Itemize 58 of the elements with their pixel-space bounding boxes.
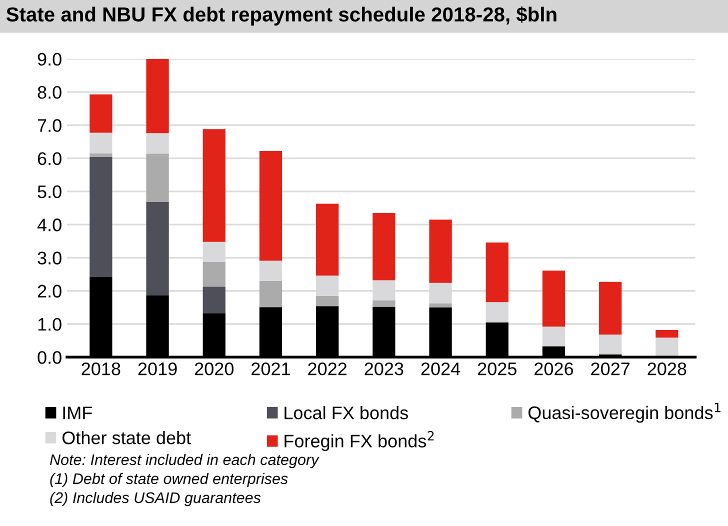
bar [146, 58, 169, 134]
bar [90, 153, 112, 157]
bar [429, 303, 452, 308]
bar [90, 132, 112, 154]
y-tick-label: 9.0 [38, 52, 62, 66]
bar [259, 280, 282, 308]
bar [202, 262, 226, 287]
y-tick-label: 2.0 [38, 284, 62, 298]
x-tick-label: 2024 [421, 362, 460, 376]
legend-label: IMF [63, 406, 92, 420]
bar [599, 334, 622, 355]
x-tick-label: 2022 [308, 362, 347, 376]
chart-title: State and NBU FX debt repayment schedule 2018-28, $bln [6, 6, 556, 26]
bar [90, 94, 112, 133]
bar [486, 242, 508, 302]
bar [146, 154, 169, 202]
x-tick-label: 2028 [648, 362, 686, 376]
text: (2) Includes USAID guarantees [50, 492, 261, 506]
bar [372, 213, 396, 280]
x-tick-label: 2027 [591, 362, 630, 376]
y-tick-label: 4.0 [37, 218, 62, 232]
x-tick-label: 2020 [194, 362, 234, 376]
y-tick-label: 8.0 [38, 86, 62, 99]
x-tick-label: 2021 [252, 362, 290, 376]
bar [656, 330, 678, 338]
y-tick-label: 6.0 [38, 152, 62, 166]
legend-label: Other state debt [62, 430, 191, 444]
bar [656, 338, 678, 358]
y-tick-label: 3.0 [38, 252, 62, 264]
bar [202, 286, 226, 314]
x-tick-label: 2025 [478, 362, 516, 376]
bar [259, 260, 282, 281]
text: Note: Interest included in each category [50, 454, 320, 468]
bar [542, 326, 566, 346]
legend-label: Quasi-soveregin bonds$^{1}$ [528, 402, 720, 423]
x-tick-label: 2023 [364, 362, 404, 376]
bar [599, 282, 622, 335]
legend-label: Foregin FX bonds$^{2}$ [284, 430, 434, 452]
bar [542, 270, 566, 327]
bar [202, 129, 226, 242]
x-tick-label: 2019 [138, 362, 177, 376]
bar [316, 296, 339, 306]
bar [429, 220, 452, 283]
bar [146, 133, 169, 154]
x-tick-label: 2018 [82, 362, 120, 376]
bar [90, 157, 112, 277]
y-tick-label: 7.0 [38, 119, 62, 132]
text: (1) Debt of state owned enterprises [50, 472, 288, 488]
bar [486, 302, 508, 322]
y-tick-label: 1.0 [38, 318, 62, 331]
bar [372, 300, 396, 307]
x-tick-label: 2026 [534, 362, 574, 376]
y-tick-label: 0.0 [38, 351, 62, 364]
legend-label: Local FX bonds [284, 406, 408, 420]
bar [316, 204, 339, 276]
bar [259, 151, 282, 261]
bar [146, 202, 169, 296]
y-tick-label: 5.0 [38, 185, 62, 198]
